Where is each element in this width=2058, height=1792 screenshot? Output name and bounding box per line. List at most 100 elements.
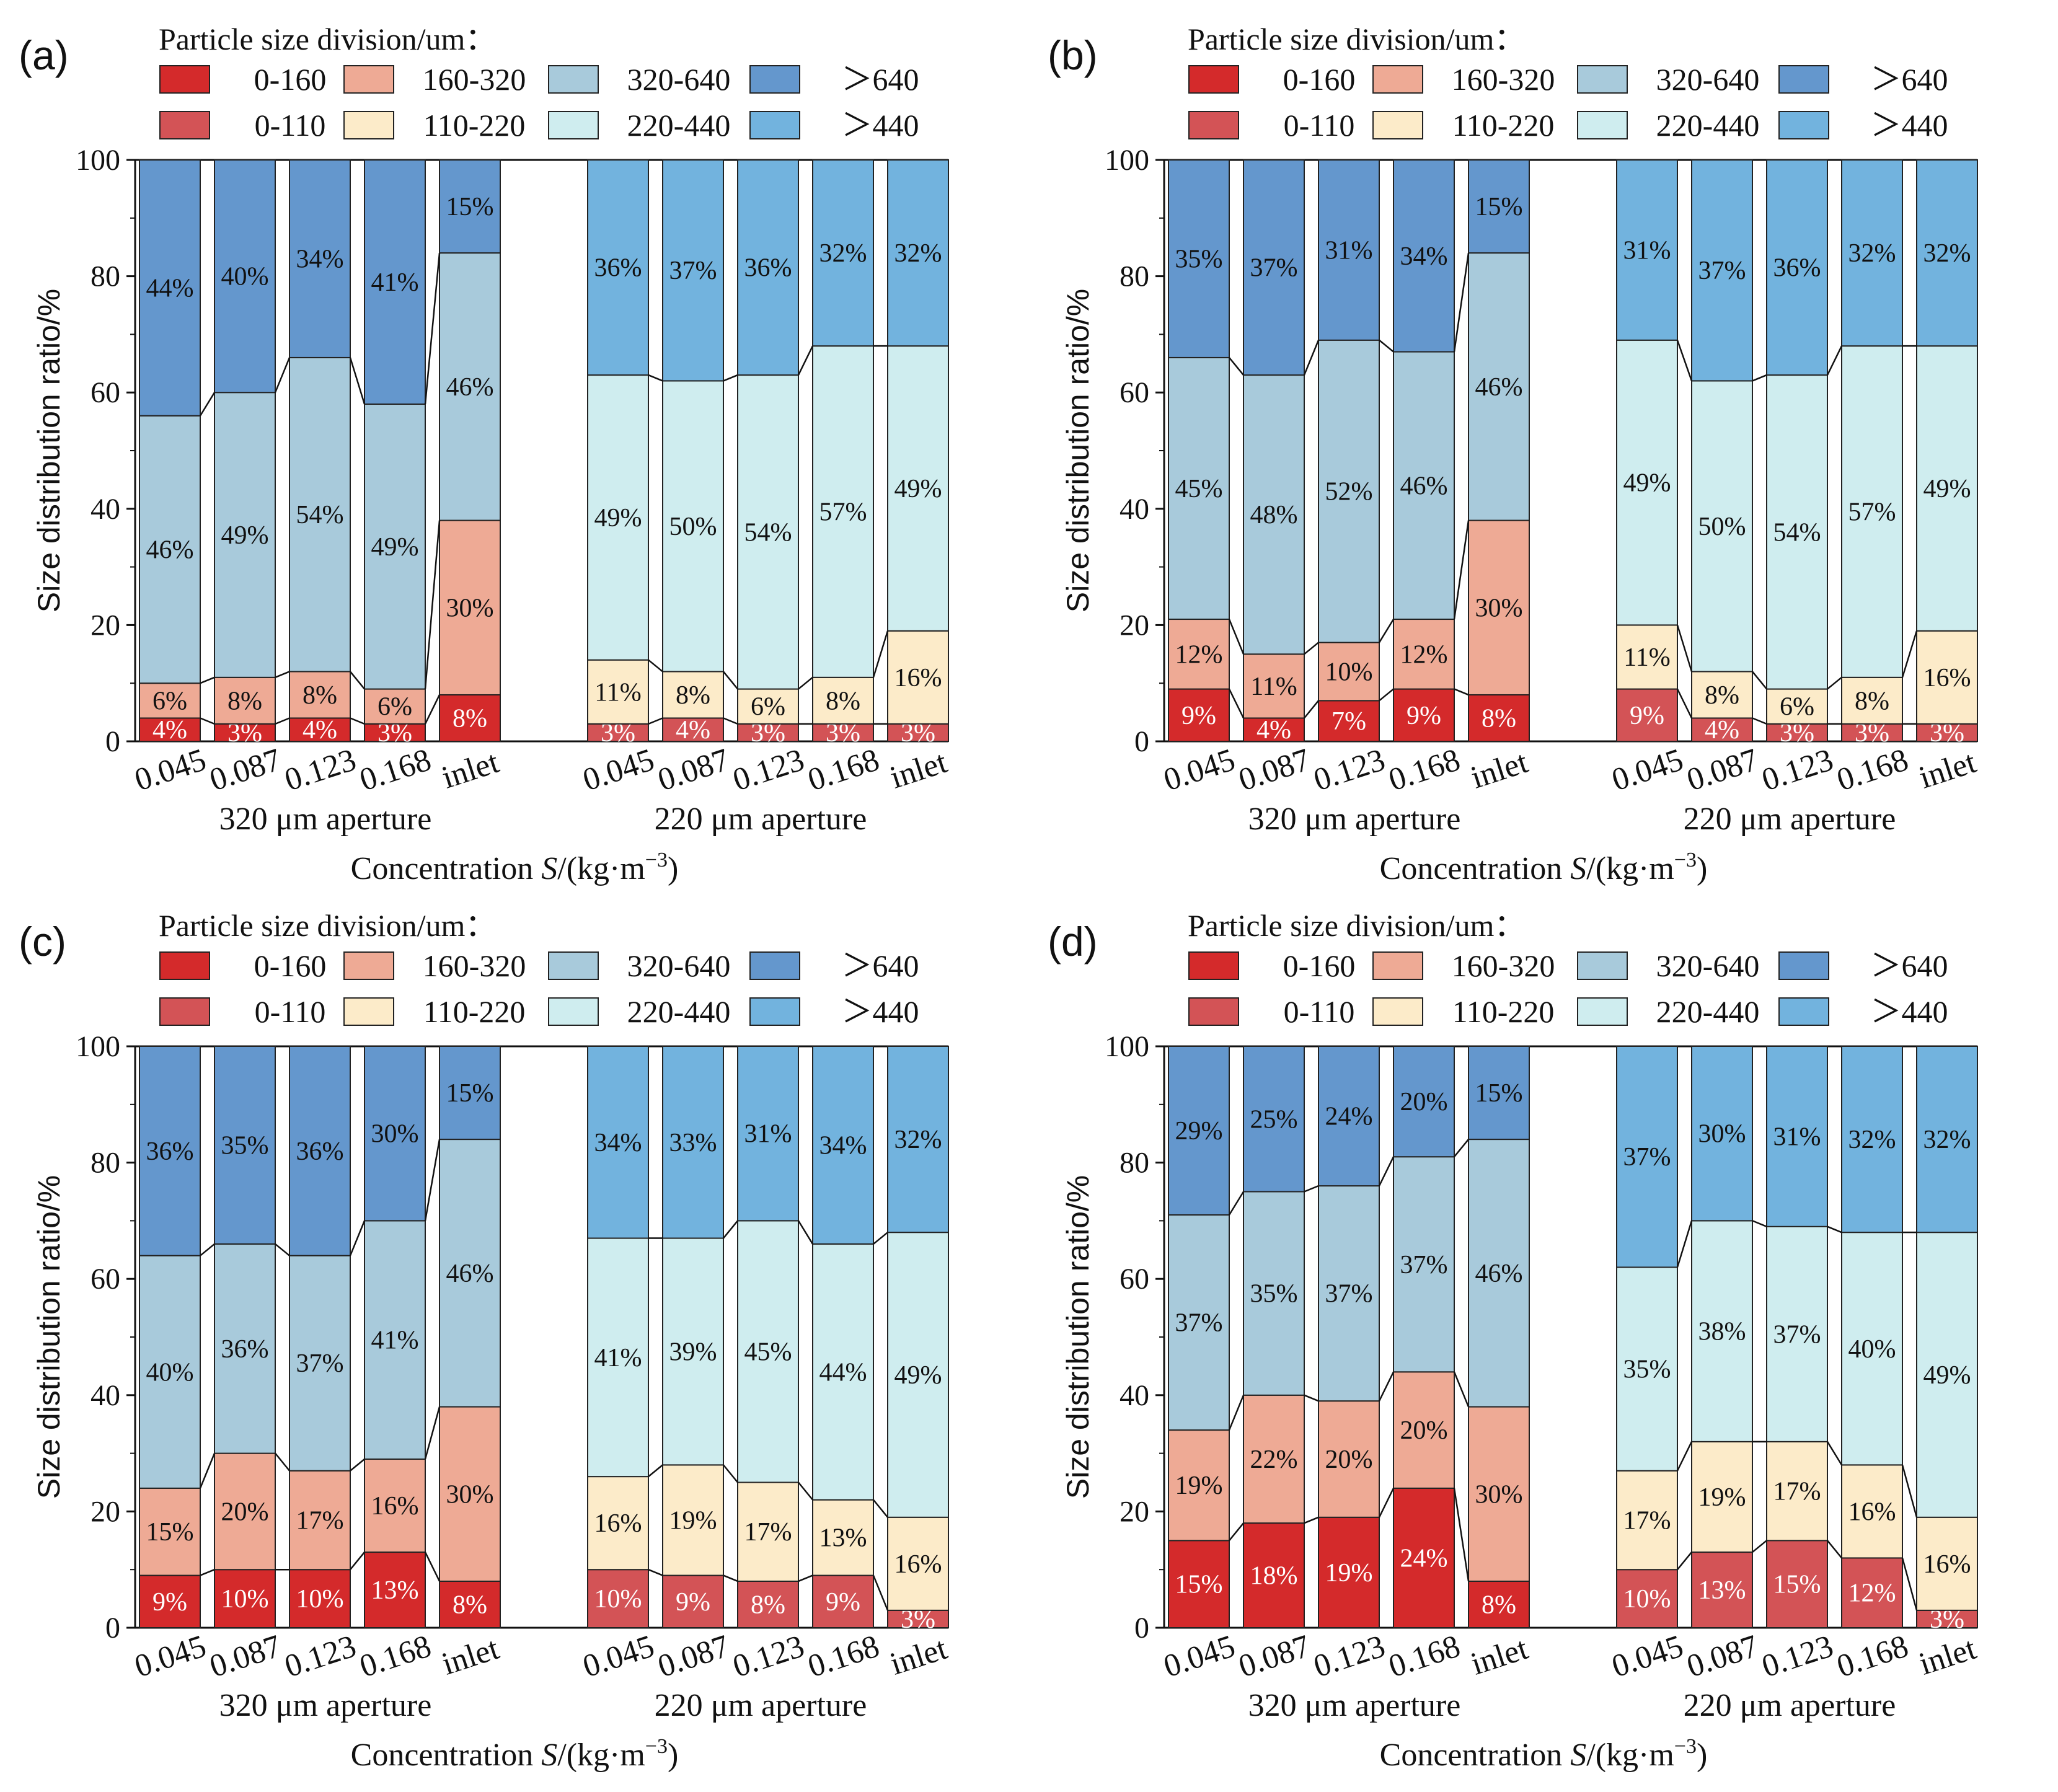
bar-segment-r3 <box>439 1139 501 1408</box>
bar-segment-g2 <box>737 1481 799 1582</box>
data-label-g1: 9% <box>1630 702 1664 730</box>
bar-segment-g3 <box>662 380 724 673</box>
data-label-g4: 33% <box>669 1129 717 1157</box>
bar-segment-r4 <box>364 159 426 405</box>
connector-line <box>1303 340 1320 376</box>
legend-label-r4: ＞640 <box>842 62 919 97</box>
data-label-r1: 9% <box>1181 702 1216 730</box>
connector-line <box>1304 1516 1319 1524</box>
legend-swatch-g2 <box>343 997 394 1026</box>
connector-line <box>1453 252 1470 352</box>
connector-line <box>1901 1558 1918 1611</box>
bar-segment-r4 <box>214 159 276 394</box>
data-label-g2: 11% <box>1623 643 1670 672</box>
legend-label-r2: 160-320 <box>423 948 526 983</box>
connector-line <box>1453 1371 1470 1408</box>
bar-segment-r3 <box>1468 252 1530 521</box>
data-label-g2: 6% <box>751 693 785 722</box>
data-label-r1: 10% <box>221 1585 269 1613</box>
bar-segment-r2 <box>439 519 501 695</box>
connector-line <box>648 1464 663 1478</box>
connector-line <box>275 671 290 678</box>
bar-segment-r1 <box>289 1569 351 1628</box>
data-label-r4: 40% <box>221 263 269 291</box>
data-label-g2: 11% <box>594 678 641 707</box>
connector-line <box>1752 1540 1767 1553</box>
data-label-g2: 17% <box>1623 1506 1671 1535</box>
legend-label-r1: 0-160 <box>1283 62 1356 97</box>
bar-segment-g2 <box>1916 1516 1978 1611</box>
connector-line <box>424 694 441 725</box>
bar-segment-r3 <box>1243 374 1305 655</box>
legend-swatch-r4 <box>1778 951 1829 980</box>
connector-line <box>424 1139 441 1221</box>
data-label-g3: 35% <box>1623 1356 1671 1384</box>
legend-swatch-r3 <box>1577 65 1628 94</box>
legend-swatch-g1 <box>159 997 210 1026</box>
data-label-r4: 15% <box>1475 1079 1523 1108</box>
bar-segment-g1 <box>1916 723 1978 742</box>
data-label-r3: 35% <box>1250 1280 1298 1309</box>
data-label-g1: 12% <box>1848 1579 1896 1608</box>
data-label-g2: 17% <box>1773 1478 1821 1506</box>
connector-line <box>1752 717 1767 725</box>
bar-segment-r2 <box>364 1458 426 1553</box>
x-category-label: 0.168 <box>355 742 435 798</box>
x-category-label: 0.168 <box>1832 1628 1912 1684</box>
bar-segment-g2 <box>1841 676 1903 725</box>
panel-label: (d) <box>1048 919 1098 964</box>
bar-segment-r1 <box>439 1580 501 1628</box>
connector-line <box>1378 619 1395 643</box>
data-label-g1: 9% <box>676 1588 710 1617</box>
bar-segment-r2 <box>1468 1406 1530 1582</box>
bar-segment-g4 <box>1766 1046 1828 1227</box>
data-label-r3: 54% <box>296 501 344 529</box>
bar-segment-r1 <box>1393 1487 1455 1628</box>
legend-label-g4: ＞440 <box>842 108 919 143</box>
data-label-r1: 18% <box>1250 1562 1298 1591</box>
data-label-r4: 34% <box>1400 242 1448 271</box>
connector-line <box>1901 630 1918 678</box>
data-label-g4: 37% <box>1623 1143 1671 1172</box>
connector-line <box>873 1499 888 1518</box>
connector-line <box>424 1551 441 1582</box>
connector-line <box>648 717 663 725</box>
connector-line <box>723 1574 738 1582</box>
legend-label-r2: 160-320 <box>1452 62 1555 97</box>
bar-segment-g1 <box>662 717 724 742</box>
connector-line <box>1453 1488 1470 1582</box>
y-tick-label: 20 <box>91 1495 120 1528</box>
bar-segment-g4 <box>1916 159 1978 347</box>
bar-segment-r4 <box>139 1046 201 1256</box>
bar-segment-r3 <box>364 403 426 690</box>
bar-segment-g3 <box>1691 1220 1753 1442</box>
y-tick-label: 40 <box>1120 493 1149 526</box>
x-category-label: 0.087 <box>1234 742 1314 798</box>
data-label-r2: 30% <box>1475 1480 1523 1509</box>
bar-segment-r4 <box>439 1046 501 1141</box>
bar-segment-g2 <box>1616 624 1678 690</box>
x-category-label: 0.123 <box>728 742 808 798</box>
legend-swatch-r2 <box>343 951 394 980</box>
bar-segment-g2 <box>587 1476 649 1571</box>
chart-svg: (d) Particle size division/um： 0-160 160-32… <box>1048 908 1981 1773</box>
bar-segment-g2 <box>662 671 724 719</box>
connector-line <box>723 1220 738 1239</box>
data-label-g2: 8% <box>1855 687 1889 715</box>
x-category-label: 0.168 <box>1832 742 1912 798</box>
bar-segment-r1 <box>1318 1516 1380 1629</box>
data-label-g4: 32% <box>819 239 867 268</box>
data-label-r2: 30% <box>446 1480 494 1509</box>
data-label-r2: 19% <box>1175 1472 1223 1500</box>
data-label-r3: 46% <box>1475 1260 1523 1288</box>
connector-line <box>200 1243 215 1256</box>
group-label: 320 μm aperture <box>1248 801 1461 837</box>
bar-segment-r4 <box>1243 1046 1305 1193</box>
bar-segment-r3 <box>1168 356 1230 620</box>
bar-segment-r2 <box>1468 519 1530 695</box>
connector-line <box>275 1452 290 1472</box>
bar-segment-g2 <box>587 659 649 725</box>
bar-segment-g1 <box>587 723 649 742</box>
data-label-g3: 57% <box>1848 498 1896 526</box>
